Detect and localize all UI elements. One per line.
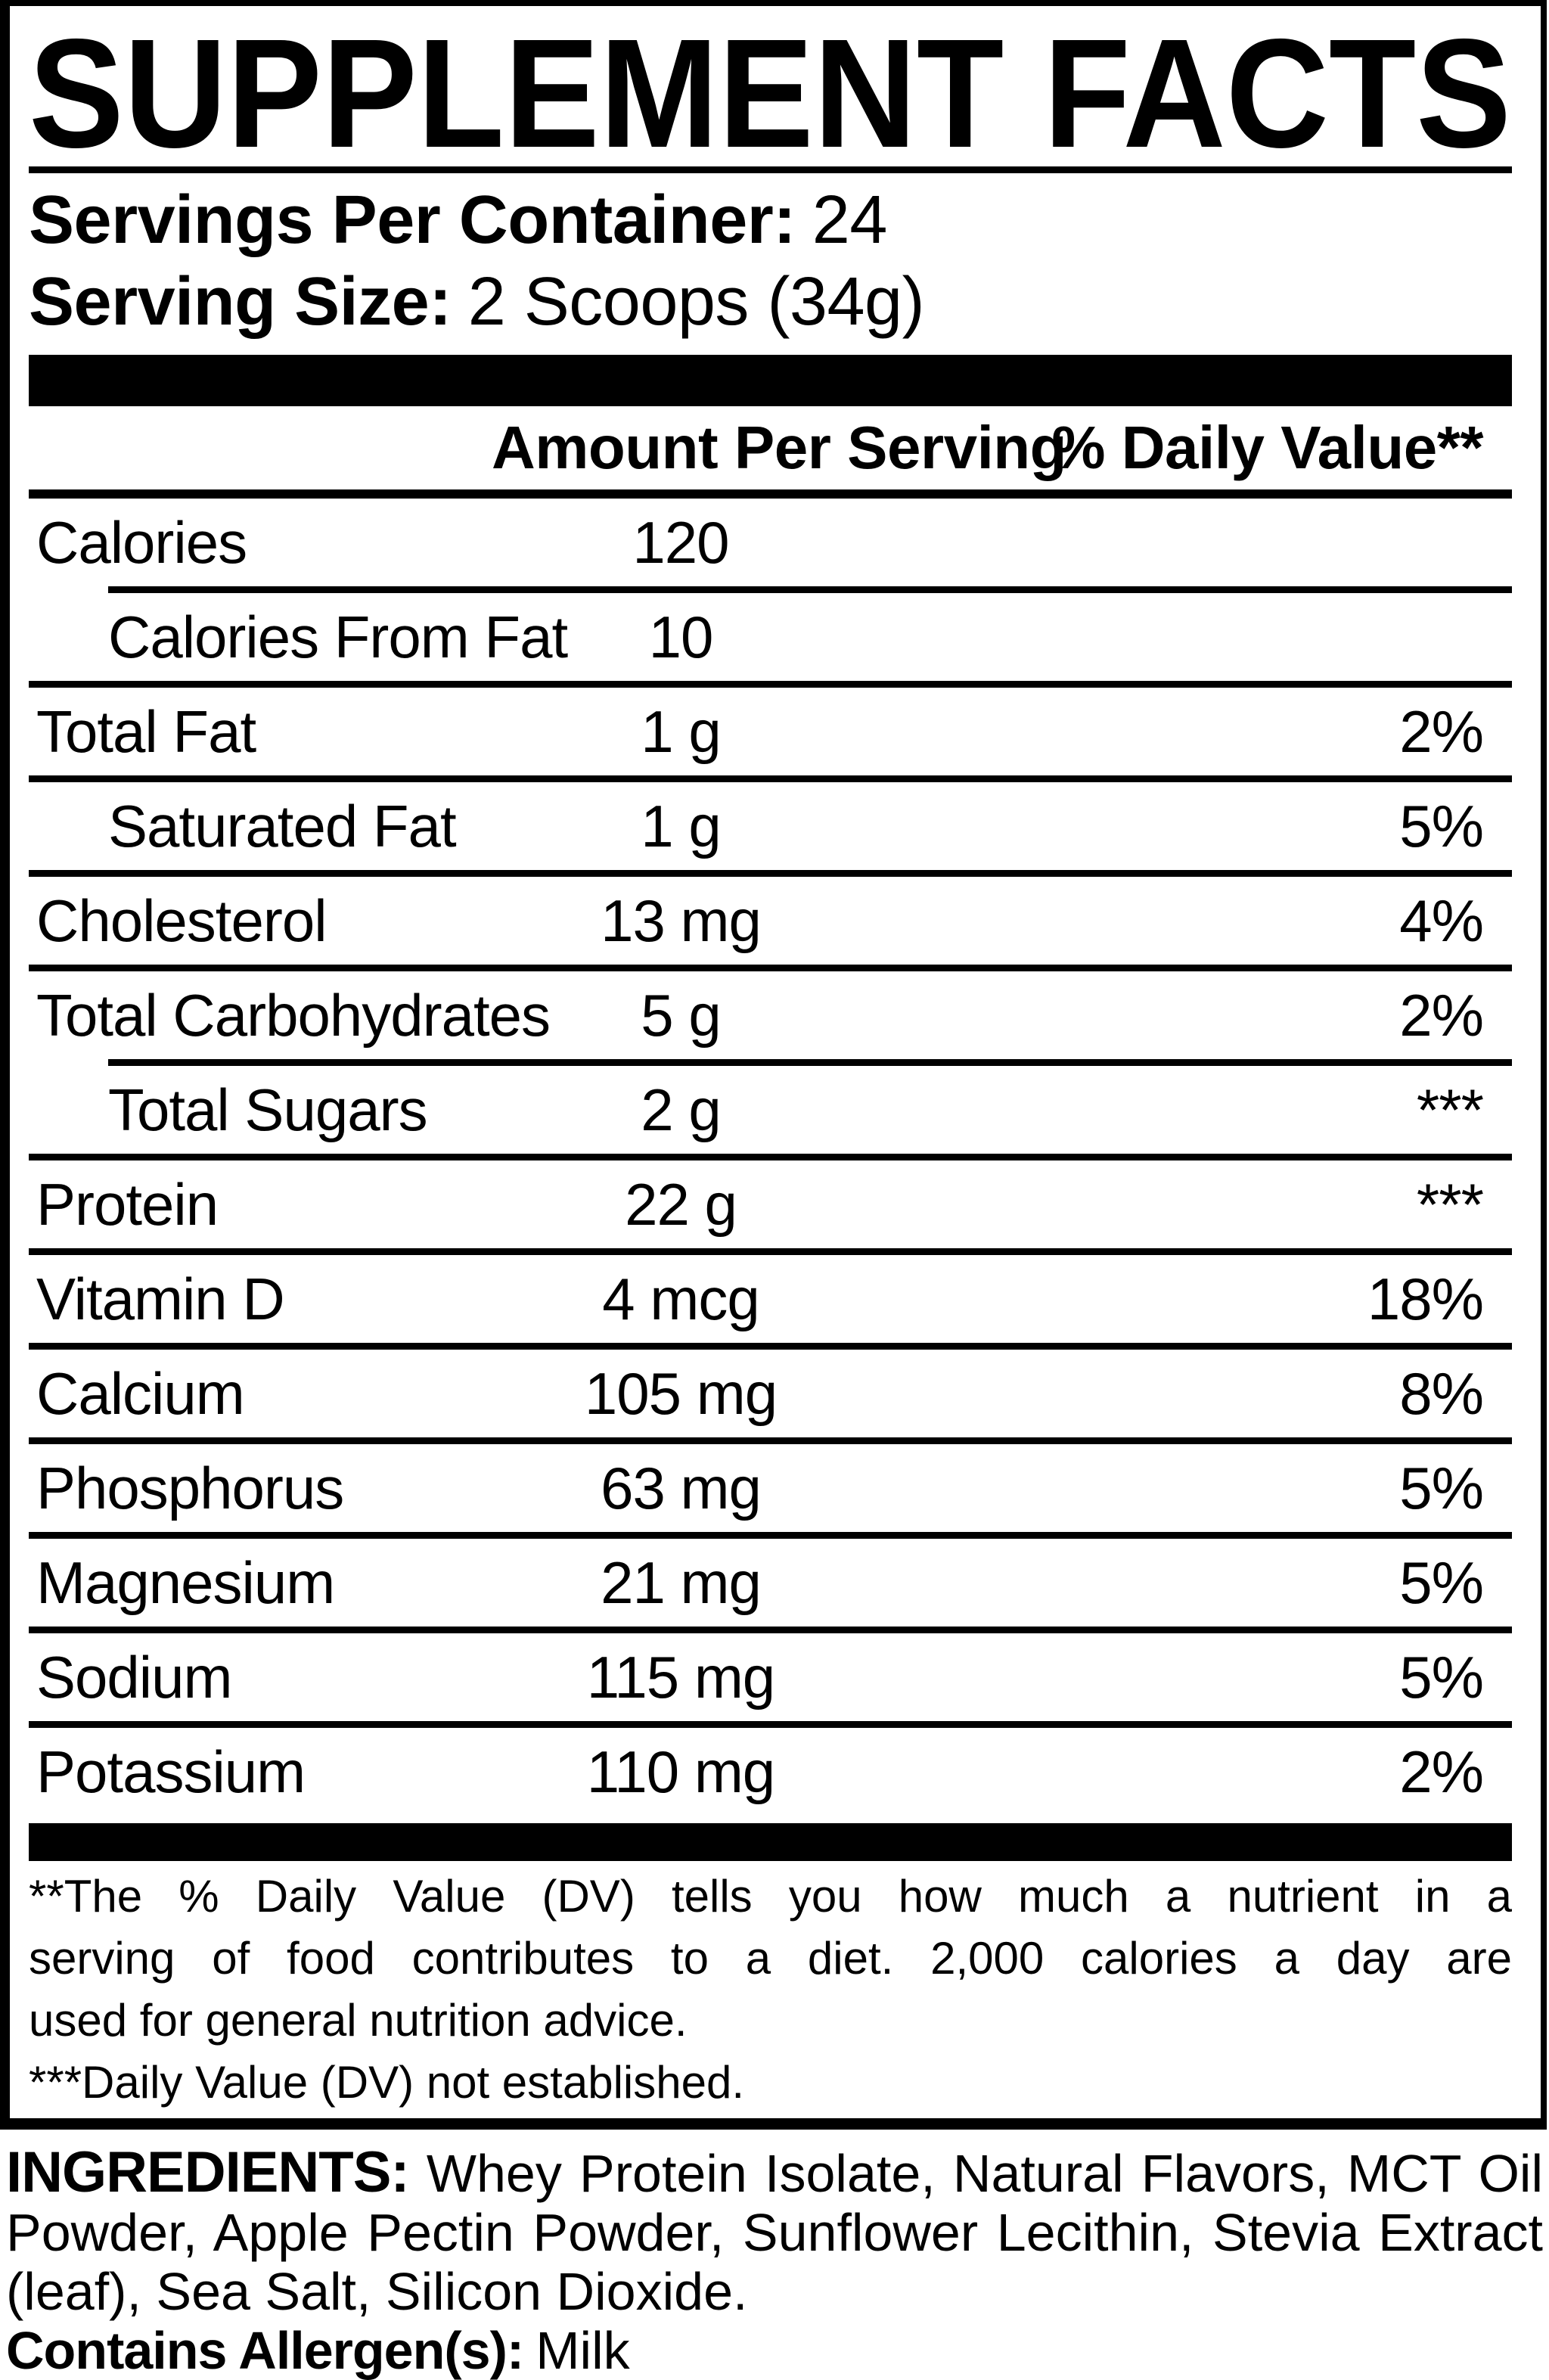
ingredients-section: INGREDIENTS: Whey Protein Isolate, Natur… (6, 2140, 1543, 2379)
nutrient-dv: 5% (1399, 793, 1484, 859)
row-divider (29, 870, 1512, 877)
nutrient-name: Calcium (36, 1360, 245, 1427)
nutrient-name: Cholesterol (36, 887, 327, 954)
nutrient-amount: 1 g (641, 698, 721, 765)
ingredients-text: Whey Protein Isolate, Natural Flavors, M… (426, 2144, 1543, 2203)
serving-size-value: 2 Scoops (34g) (467, 264, 925, 340)
nutrient-dv: *** (1416, 1077, 1484, 1143)
table-row-calcium: Calcium 105 mg 8% (29, 1350, 1512, 1437)
nutrient-name: Magnesium (36, 1549, 335, 1616)
nutrient-amount: 4 mcg (602, 1266, 759, 1332)
table-row-calories: Calories 120 (29, 499, 1512, 586)
row-divider (29, 1248, 1512, 1255)
nutrient-amount: 63 mg (601, 1455, 762, 1521)
row-divider (29, 1343, 1512, 1350)
nutrient-name: Saturated Fat (108, 793, 457, 859)
row-divider (29, 681, 1512, 688)
nutrient-name: Sodium (36, 1644, 232, 1710)
table-row-protein: Protein 22 g *** (29, 1160, 1512, 1248)
nutrient-name: Vitamin D (36, 1266, 285, 1332)
table-row-potassium: Potassium 110 mg 2% (29, 1728, 1512, 1816)
footnote-line: used for general nutrition advice. (29, 1995, 688, 2046)
nutrient-name: Total Sugars (108, 1077, 428, 1143)
nutrient-dv: *** (1416, 1171, 1484, 1238)
row-divider (29, 1627, 1512, 1633)
nutrient-amount: 22 g (625, 1171, 737, 1238)
title-rule (29, 166, 1512, 173)
row-divider (29, 1532, 1512, 1539)
row-divider (108, 586, 1512, 593)
footnote-line: serving of food contributes to a diet. 2… (29, 1933, 1512, 1984)
supplement-facts-panel: SUPPLEMENT FACTS Servings Per Container:… (0, 0, 1547, 2130)
ingredients-line: Powder, Apple Pectin Powder, Sunflower L… (6, 2203, 1543, 2262)
table-row-saturated-fat: Saturated Fat 1 g 5% (29, 782, 1512, 870)
servings-per-container-label: Servings Per Container: (29, 182, 796, 258)
table-row-vitamin-d: Vitamin D 4 mcg 18% (29, 1255, 1512, 1343)
nutrient-amount: 5 g (641, 982, 721, 1049)
daily-value-header: % Daily Value** (1051, 414, 1483, 481)
nutrient-dv: 2% (1399, 698, 1484, 765)
nutrient-dv: 4% (1399, 887, 1484, 954)
table-row-total-fat: Total Fat 1 g 2% (29, 688, 1512, 775)
allergen-label: Contains Allergen(s): (6, 2321, 524, 2380)
nutrient-amount: 120 (632, 509, 729, 576)
nutrient-dv: 2% (1399, 982, 1484, 1049)
nutrient-amount: 115 mg (586, 1644, 775, 1710)
nutrient-dv: 8% (1399, 1360, 1484, 1427)
nutrient-dv: 18% (1367, 1266, 1484, 1332)
allergen-line: Contains Allergen(s): Milk (6, 2323, 1543, 2378)
nutrient-dv: 5% (1399, 1549, 1484, 1616)
allergen-value: Milk (535, 2321, 630, 2380)
ingredients-line: INGREDIENTS: Whey Protein Isolate, Natur… (6, 2140, 1543, 2204)
daily-value-footnote: **The % Daily Value (DV) tells you how m… (29, 1866, 1512, 2114)
amount-per-serving-header: Amount Per Serving (492, 414, 1067, 481)
serving-size-label: Serving Size: (29, 264, 452, 340)
nutrient-amount: 1 g (641, 793, 721, 859)
row-divider (29, 1437, 1512, 1444)
bottom-separator-bar (29, 1823, 1512, 1861)
nutrient-name: Calories From Fat (108, 604, 568, 670)
ingredients-label: INGREDIENTS: (6, 2140, 410, 2204)
nutrient-name: Phosphorus (36, 1455, 344, 1521)
nutrient-amount: 105 mg (584, 1360, 778, 1427)
top-separator-bar (29, 355, 1512, 406)
panel-title: SUPPLEMENT FACTS (29, 27, 1511, 156)
table-row-total-sugars: Total Sugars 2 g *** (29, 1066, 1512, 1154)
table-row-total-carbohydrates: Total Carbohydrates 5 g 2% (29, 971, 1512, 1059)
footnote-line: ***Daily Value (DV) not established. (29, 2057, 745, 2108)
row-divider (29, 1721, 1512, 1728)
servings-per-container-value: 24 (812, 182, 888, 258)
nutrient-amount: 13 mg (601, 887, 762, 954)
nutrient-dv: 5% (1399, 1644, 1484, 1710)
nutrient-name: Total Carbohydrates (36, 982, 551, 1049)
table-row-cholesterol: Cholesterol 13 mg 4% (29, 877, 1512, 965)
serving-size-line: Serving Size: 2 Scoops (34g) (29, 263, 1512, 341)
nutrient-dv: 2% (1399, 1738, 1484, 1805)
table-row-magnesium: Magnesium 21 mg 5% (29, 1539, 1512, 1627)
nutrient-amount: 110 mg (586, 1738, 775, 1805)
table-row-calories-from-fat: Calories From Fat 10 (29, 593, 1512, 681)
row-divider (29, 965, 1512, 971)
row-divider (29, 1154, 1512, 1160)
nutrient-name: Total Fat (36, 698, 256, 765)
nutrient-name: Protein (36, 1171, 219, 1238)
nutrient-name: Calories (36, 509, 247, 576)
nutrient-amount: 2 g (641, 1077, 721, 1143)
nutrient-dv: 5% (1399, 1455, 1484, 1521)
footnote-line: **The % Daily Value (DV) tells you how m… (29, 1871, 1512, 1922)
panel-title-svg: SUPPLEMENT FACTS (29, 27, 1511, 156)
nutrient-amount: 10 (648, 604, 714, 670)
header-rule (29, 489, 1512, 499)
table-row-phosphorus: Phosphorus 63 mg 5% (29, 1444, 1512, 1532)
nutrient-name: Potassium (36, 1738, 306, 1805)
servings-per-container-line: Servings Per Container: 24 (29, 181, 1512, 259)
row-divider (29, 775, 1512, 782)
nutrient-amount: 21 mg (601, 1549, 762, 1616)
row-divider (108, 1059, 1512, 1066)
table-column-header: Amount Per Serving % Daily Value** (29, 406, 1512, 489)
table-row-sodium: Sodium 115 mg 5% (29, 1633, 1512, 1721)
ingredients-line: (leaf), Sea Salt, Silicon Dioxide. (6, 2262, 748, 2321)
